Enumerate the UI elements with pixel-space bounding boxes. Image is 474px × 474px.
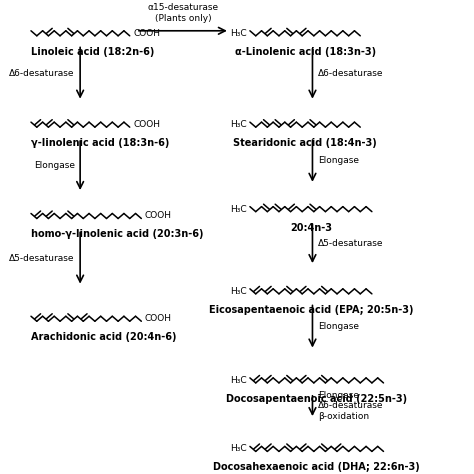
Text: H₃C: H₃C <box>230 29 246 38</box>
Text: COOH: COOH <box>133 120 160 129</box>
Text: Docosapentaenoic acid (22:5n-3): Docosapentaenoic acid (22:5n-3) <box>226 394 407 404</box>
Text: Δ5-desaturase: Δ5-desaturase <box>318 239 383 248</box>
Text: α-Linolenic acid (18:3n-3): α-Linolenic acid (18:3n-3) <box>235 47 376 57</box>
Text: Elongase: Elongase <box>318 322 359 331</box>
Text: Elongase: Elongase <box>34 161 75 170</box>
Text: H₃C: H₃C <box>230 205 246 214</box>
Text: H₃C: H₃C <box>230 445 246 454</box>
Text: COOH: COOH <box>133 29 160 38</box>
Text: H₃C: H₃C <box>230 287 246 296</box>
Text: γ-linolenic acid (18:3n-6): γ-linolenic acid (18:3n-6) <box>31 138 169 148</box>
Text: H₃C: H₃C <box>230 376 246 385</box>
Text: COOH: COOH <box>145 314 172 323</box>
Text: Linoleic acid (18:2n-6): Linoleic acid (18:2n-6) <box>31 47 155 57</box>
Text: α15-desaturase
(Plants only): α15-desaturase (Plants only) <box>147 3 219 23</box>
Text: Stearidonic acid (18:4n-3): Stearidonic acid (18:4n-3) <box>233 138 377 148</box>
Text: Docosahexaenoic acid (DHA; 22:6n-3): Docosahexaenoic acid (DHA; 22:6n-3) <box>213 463 420 473</box>
Text: Arachidonic acid (20:4n-6): Arachidonic acid (20:4n-6) <box>31 332 176 342</box>
Text: Δ5-desaturase: Δ5-desaturase <box>9 254 75 263</box>
Text: H₃C: H₃C <box>230 120 246 129</box>
Text: 20:4n-3: 20:4n-3 <box>290 223 332 233</box>
Text: COOH: COOH <box>145 211 172 220</box>
Text: Δ6-desaturase: Δ6-desaturase <box>9 69 75 78</box>
Text: Eicosapentaenoic acid (EPA; 20:5n-3): Eicosapentaenoic acid (EPA; 20:5n-3) <box>209 305 413 315</box>
Text: Δ6-desaturase: Δ6-desaturase <box>318 69 383 78</box>
Text: homo-γ-linolenic acid (20:3n-6): homo-γ-linolenic acid (20:3n-6) <box>31 229 203 239</box>
Text: Elongase
Δ6-desaturase
β-oxidation: Elongase Δ6-desaturase β-oxidation <box>318 391 383 421</box>
Text: Elongase: Elongase <box>318 156 359 165</box>
